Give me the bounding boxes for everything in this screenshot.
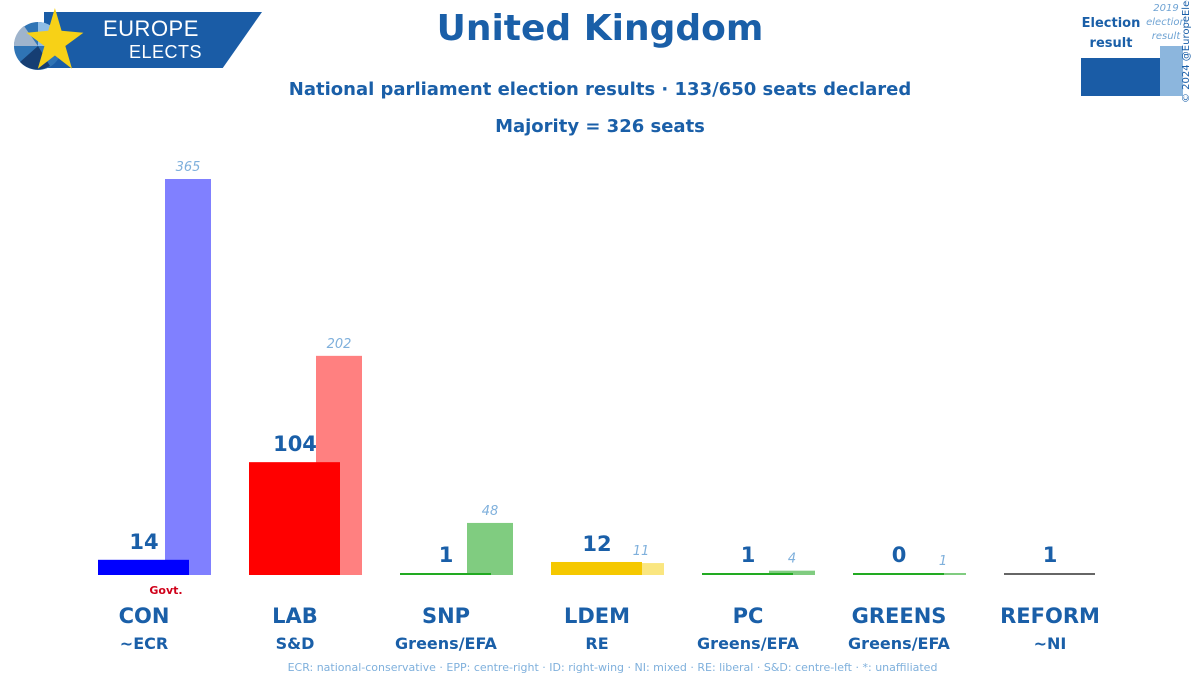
group-label-reform: ~NI: [1034, 634, 1067, 653]
bar-ldem: [551, 561, 642, 575]
party-label-con: CON: [119, 604, 170, 628]
prev-bar-snp: [467, 522, 513, 575]
party-label-ldem: LDEM: [564, 604, 630, 628]
legend-current-swatch: [1081, 58, 1161, 96]
govt-label: Govt.: [149, 584, 182, 597]
group-label-con: ~ECR: [120, 634, 168, 653]
bar-reform: [1004, 573, 1095, 575]
prev-value-lab: 202: [327, 337, 352, 352]
logo-globe-icon: [13, 8, 84, 70]
group-label-ldem: RE: [585, 634, 608, 653]
prev-bar-con: [165, 179, 211, 575]
legend-previous-swatch: [1160, 46, 1183, 96]
group-label-pc: Greens/EFA: [697, 634, 800, 653]
party-label-snp: SNP: [422, 604, 470, 628]
legend-current-label: Election result: [1081, 16, 1141, 51]
value-con: 14: [129, 530, 158, 554]
group-label-snp: Greens/EFA: [395, 634, 498, 653]
prev-value-pc: 4: [788, 552, 796, 567]
prev-bar-pc: [769, 570, 815, 575]
logo-text-elects: ELECTS: [129, 42, 203, 62]
logo-text-europe: EUROPE: [103, 16, 199, 41]
bar-lab: [249, 462, 340, 575]
value-pc: 1: [741, 543, 756, 567]
legend: Election result 2019 election result: [1072, 0, 1200, 130]
group-label-lab: S&D: [276, 634, 315, 653]
bar-greens: [853, 573, 944, 575]
prev-value-greens: 1: [939, 554, 947, 569]
value-ldem: 12: [582, 532, 611, 556]
europe-elects-logo: EUROPE ELECTS: [0, 8, 262, 70]
value-reform: 1: [1043, 543, 1058, 567]
group-label-greens: Greens/EFA: [848, 634, 951, 653]
prev-value-ldem: 11: [633, 544, 650, 559]
value-snp: 1: [439, 543, 454, 567]
bar-snp: [400, 573, 491, 575]
majority-note: Majority = 326 seats: [495, 116, 705, 137]
party-label-pc: PC: [733, 604, 764, 628]
value-lab: 104: [273, 432, 317, 456]
chart-subtitle: National parliament election results · 1…: [288, 79, 912, 100]
value-greens: 0: [892, 543, 907, 567]
legend-previous-label: 2019 election result: [1146, 3, 1186, 42]
logo-star-icon: [26, 8, 84, 69]
group-footnote: ECR: national-conservative · EPP: centre…: [287, 661, 938, 674]
bar-con: [98, 559, 189, 575]
bar-pc: [702, 573, 793, 575]
party-label-lab: LAB: [272, 604, 318, 628]
party-label-reform: REFORM: [1000, 604, 1100, 628]
chart-title: United Kingdom: [436, 8, 764, 49]
prev-value-con: 365: [176, 160, 201, 175]
party-label-greens: GREENS: [852, 604, 947, 628]
logo-banner: [44, 12, 262, 68]
prev-value-snp: 48: [482, 504, 499, 519]
